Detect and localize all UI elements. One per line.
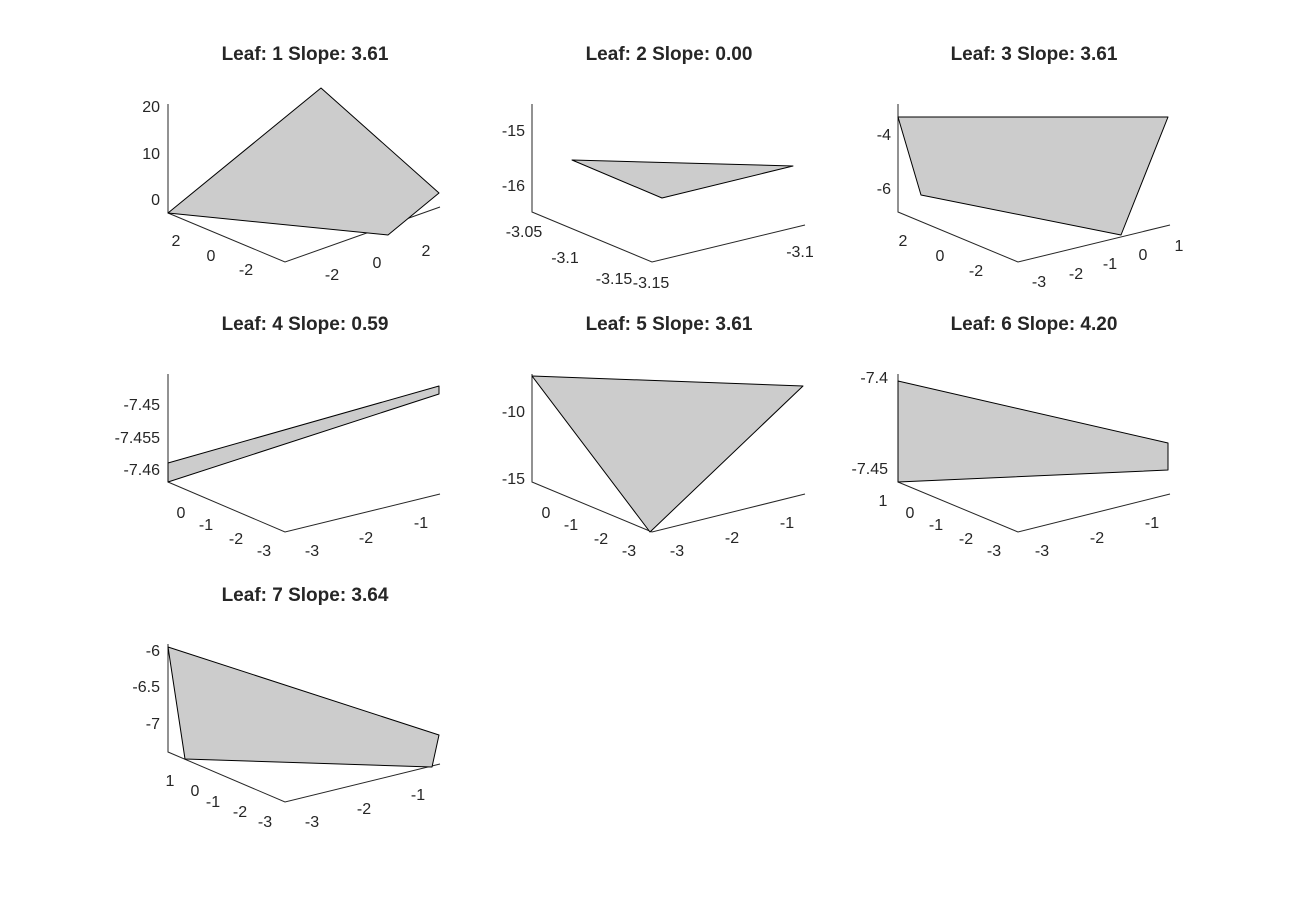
depth-tick-label: 0 xyxy=(177,505,186,522)
z-tick-label: -15 xyxy=(502,123,525,140)
z-tick-label: -6 xyxy=(877,181,891,198)
surface-patch xyxy=(531,375,804,533)
width-tick-label: -1 xyxy=(780,515,794,532)
depth-tick-label: -3 xyxy=(987,543,1001,560)
surface-patch xyxy=(167,87,440,236)
width-tick-label: -1 xyxy=(414,515,428,532)
depth-tick-label: 0 xyxy=(542,505,551,522)
axis-box xyxy=(167,104,441,263)
surface-patch xyxy=(571,159,794,199)
z-tick-label: 10 xyxy=(142,146,160,163)
surface-patch xyxy=(167,646,440,768)
width-tick-label: -2 xyxy=(1090,530,1104,547)
depth-tick-label: -3.15 xyxy=(596,271,633,288)
depth-tick-label: -3.05 xyxy=(506,224,543,241)
width-tick-label: 2 xyxy=(422,243,431,260)
width-tick-label: -1 xyxy=(1103,256,1117,273)
depth-tick-label: -3 xyxy=(257,543,271,560)
axis-box xyxy=(531,374,806,533)
width-tick-label: 1 xyxy=(1175,238,1184,255)
axis-box xyxy=(167,374,441,533)
z-tick-label: -6.5 xyxy=(132,679,160,696)
z-tick-label: -6 xyxy=(146,643,160,660)
depth-tick-label: -2 xyxy=(594,531,608,548)
z-tick-label: -7 xyxy=(146,716,160,733)
width-tick-label: -2 xyxy=(357,801,371,818)
depth-tick-label: -3.1 xyxy=(551,250,579,267)
depth-tick-label: 0 xyxy=(936,248,945,265)
surface-patch xyxy=(897,116,1169,236)
z-tick-label: -15 xyxy=(502,471,525,488)
depth-tick-label: 0 xyxy=(906,505,915,522)
axis-box xyxy=(531,104,806,263)
width-tick-label: -2 xyxy=(725,530,739,547)
z-tick-label: -7.45 xyxy=(124,397,161,414)
width-tick-label: 0 xyxy=(373,255,382,272)
depth-tick-label: -2 xyxy=(233,804,247,821)
subplot-title: Leaf: 7 Slope: 3.64 xyxy=(222,585,389,606)
width-tick-label: -3.15 xyxy=(633,275,670,292)
depth-tick-label: 1 xyxy=(166,773,175,790)
subplot-leaf-6: Leaf: 6 Slope: 4.20 -7.4 -7.45 1 0 -1 -2 -3 -3 -2… xyxy=(852,314,1171,560)
subplot-title: Leaf: 6 Slope: 4.20 xyxy=(951,314,1118,335)
depth-tick-label: -1 xyxy=(929,517,943,534)
subplot-title: Leaf: 1 Slope: 3.61 xyxy=(222,44,389,65)
z-tick-label: -16 xyxy=(502,178,525,195)
depth-tick-label: -2 xyxy=(969,263,983,280)
width-tick-label: -3 xyxy=(305,814,319,831)
surface-patch xyxy=(897,380,1169,483)
subplot-title: Leaf: 5 Slope: 3.61 xyxy=(586,314,753,335)
depth-tick-label: 2 xyxy=(899,233,908,250)
subplot-leaf-4: Leaf: 4 Slope: 0.59 -7.45 -7.455 -7.46 0 -1 -2… xyxy=(115,314,441,560)
width-tick-label: -2 xyxy=(1069,266,1083,283)
width-tick-label: -2 xyxy=(325,267,339,284)
z-tick-label: 20 xyxy=(142,99,160,116)
z-tick-label: -7.455 xyxy=(115,430,160,447)
subplot-leaf-5: Leaf: 5 Slope: 3.61 -10 -15 0 -1 -2 -3 -3 -2 -1 xyxy=(502,314,806,560)
subplot-title: Leaf: 3 Slope: 3.61 xyxy=(951,44,1118,65)
depth-tick-label: 0 xyxy=(207,248,216,265)
width-tick-label: -3 xyxy=(670,543,684,560)
width-tick-label: -3 xyxy=(1032,274,1046,291)
depth-tick-label: 2 xyxy=(172,233,181,250)
width-tick-label: -1 xyxy=(411,787,425,804)
depth-tick-label: -2 xyxy=(229,531,243,548)
subplot-leaf-7: Leaf: 7 Slope: 3.64-6-6.5-710-1-2-3 -3-2-… xyxy=(132,585,441,831)
z-tick-label: 0 xyxy=(151,192,160,209)
depth-tick-label: -1 xyxy=(199,517,213,534)
width-tick-label: -3 xyxy=(1035,543,1049,560)
depth-tick-label: -1 xyxy=(564,517,578,534)
depth-tick-label: 1 xyxy=(879,493,888,510)
axis-box xyxy=(897,104,1171,263)
width-tick-label: -1 xyxy=(1145,515,1159,532)
axis-box xyxy=(167,644,441,803)
z-tick-label: -7.46 xyxy=(124,462,161,479)
width-tick-label: 0 xyxy=(1139,247,1148,264)
subplot-title: Leaf: 4 Slope: 0.59 xyxy=(222,314,389,335)
z-tick-label: -7.45 xyxy=(852,461,889,478)
depth-tick-label: -1 xyxy=(206,794,220,811)
width-tick-label: -3.1 xyxy=(786,244,814,261)
subplot-title: Leaf: 2 Slope: 0.00 xyxy=(586,44,753,65)
depth-tick-label: -3 xyxy=(258,814,272,831)
subplot-leaf-2: Leaf: 2 Slope: 0.00-15-16-3.05-3.1-3.15-… xyxy=(502,44,814,292)
z-tick-label: -4 xyxy=(877,127,891,144)
depth-tick-label: -2 xyxy=(959,531,973,548)
surface-patch xyxy=(167,385,440,483)
subplot-leaf-3: Leaf: 3 Slope: 3.61 -4 -6 2 0 -2 -3 -2 -1 0 1 xyxy=(877,44,1184,291)
width-tick-label: -2 xyxy=(359,530,373,547)
depth-tick-label: -3 xyxy=(622,543,636,560)
z-tick-label: -10 xyxy=(502,404,525,421)
width-tick-label: -3 xyxy=(305,543,319,560)
depth-tick-label: -2 xyxy=(239,262,253,279)
depth-tick-label: 0 xyxy=(191,783,200,800)
z-tick-label: -7.4 xyxy=(860,370,888,387)
